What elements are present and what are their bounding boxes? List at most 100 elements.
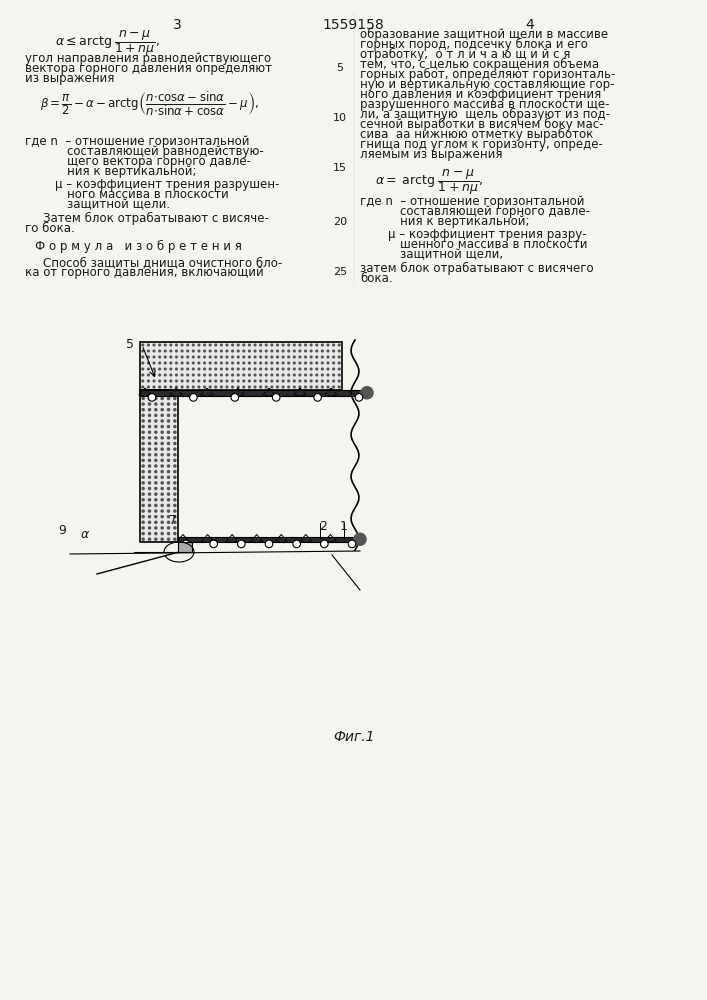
Circle shape [141,361,144,365]
Circle shape [173,526,177,530]
Circle shape [281,385,285,389]
Text: 3: 3 [173,18,182,32]
Circle shape [186,385,189,389]
Text: ли, а защитную  щель образуют из под-: ли, а защитную щель образуют из под- [360,108,610,121]
Circle shape [259,385,262,389]
Circle shape [173,430,177,434]
Circle shape [287,373,291,377]
Circle shape [349,540,356,548]
Circle shape [141,355,144,359]
Text: вектора горного давления определяют: вектора горного давления определяют [25,62,272,75]
Circle shape [141,343,144,347]
Circle shape [154,402,158,406]
Circle shape [192,385,195,389]
Circle shape [154,414,158,417]
Circle shape [158,349,161,353]
Circle shape [167,504,170,507]
Circle shape [175,379,178,383]
Circle shape [141,475,145,479]
Circle shape [169,343,173,347]
Circle shape [315,361,318,365]
Circle shape [158,343,161,347]
Circle shape [192,343,195,347]
Circle shape [148,402,151,406]
Circle shape [158,355,161,359]
Circle shape [154,408,158,411]
Circle shape [253,367,257,371]
Circle shape [154,475,158,479]
Circle shape [164,361,167,365]
Circle shape [298,367,301,371]
Text: 9: 9 [58,524,66,536]
Circle shape [231,343,234,347]
Circle shape [160,498,164,502]
Circle shape [141,419,145,423]
Circle shape [315,355,318,359]
Circle shape [197,361,201,365]
Circle shape [321,349,324,353]
Circle shape [332,355,335,359]
Circle shape [203,361,206,365]
Circle shape [141,430,145,434]
Circle shape [141,515,145,518]
Circle shape [321,367,324,371]
Circle shape [141,402,145,406]
Circle shape [141,481,145,485]
Text: ную и вертикальную составляющие гор-: ную и вертикальную составляющие гор- [360,78,614,91]
Circle shape [327,349,329,353]
Circle shape [154,397,158,400]
Circle shape [203,367,206,371]
Circle shape [220,355,223,359]
Circle shape [327,385,329,389]
Circle shape [147,343,150,347]
Circle shape [148,481,151,485]
Text: ния к вертикальной;: ния к вертикальной; [400,215,530,228]
Circle shape [315,379,318,383]
Text: ного давления и коэффициент трения: ного давления и коэффициент трения [360,88,601,101]
Text: защитной щели,: защитной щели, [400,248,503,261]
Circle shape [293,361,296,365]
Circle shape [141,442,145,445]
Circle shape [237,349,240,353]
Circle shape [231,385,234,389]
Circle shape [314,394,322,401]
Circle shape [148,414,151,417]
Circle shape [243,385,245,389]
Circle shape [154,425,158,428]
Circle shape [248,355,251,359]
Circle shape [186,349,189,353]
Text: разрушенного массива в плоскости ще-: разрушенного массива в плоскости ще- [360,98,609,111]
Circle shape [180,385,184,389]
Circle shape [243,373,245,377]
Circle shape [164,385,167,389]
Text: тем, что, с целью сокращения объема: тем, что, с целью сокращения объема [360,58,599,71]
Circle shape [164,367,167,371]
Circle shape [226,379,228,383]
Circle shape [321,385,324,389]
Circle shape [148,464,151,468]
Circle shape [154,436,158,440]
Circle shape [209,379,211,383]
Circle shape [231,349,234,353]
Text: составляющей горного давле-: составляющей горного давле- [400,205,590,218]
Circle shape [186,355,189,359]
Circle shape [293,367,296,371]
Circle shape [148,487,151,490]
Circle shape [154,521,158,524]
Circle shape [158,379,161,383]
Circle shape [164,355,167,359]
Circle shape [253,349,257,353]
Circle shape [141,492,145,496]
Circle shape [214,373,217,377]
Circle shape [243,343,245,347]
Circle shape [338,373,341,377]
Circle shape [186,343,189,347]
Circle shape [315,373,318,377]
Circle shape [231,355,234,359]
Circle shape [141,537,145,541]
Circle shape [141,498,145,502]
Circle shape [315,367,318,371]
Circle shape [141,532,145,535]
Circle shape [154,453,158,457]
Circle shape [298,349,301,353]
